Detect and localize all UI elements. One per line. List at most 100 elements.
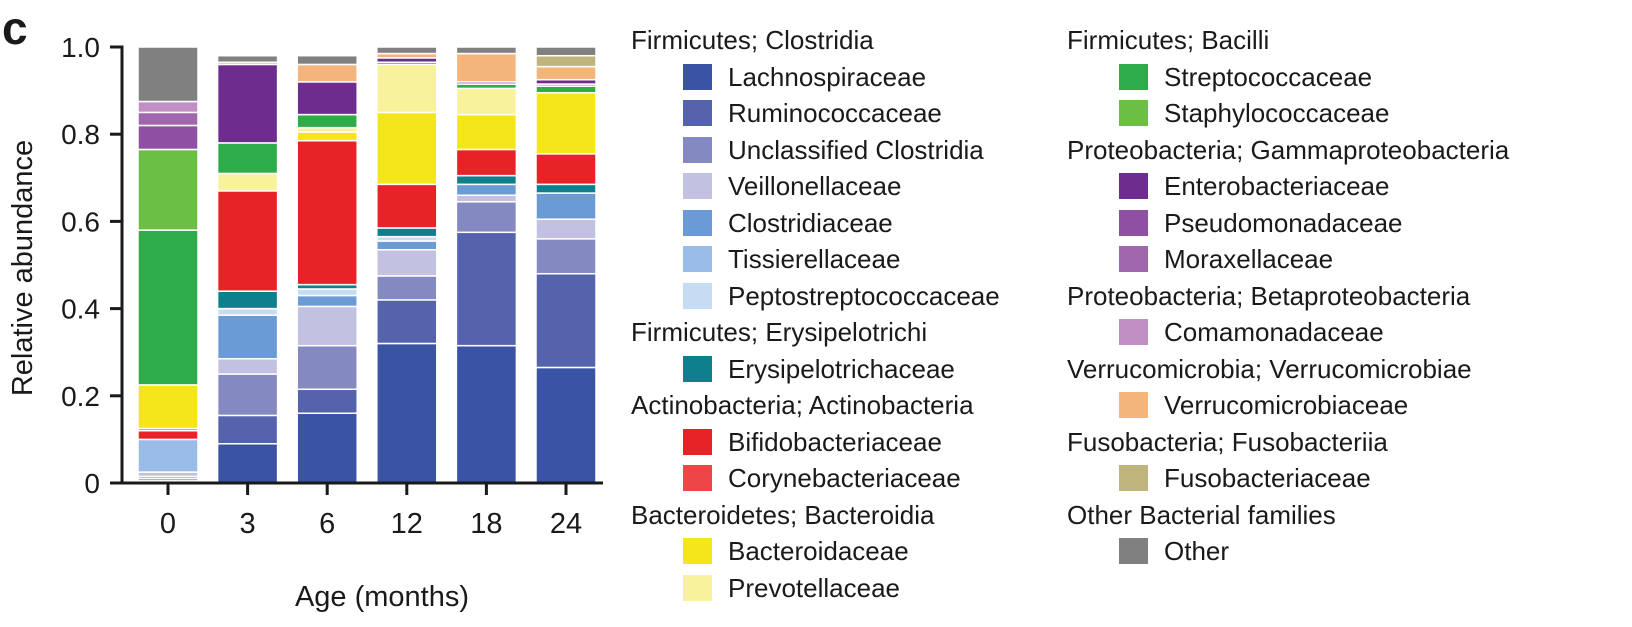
legend-label: Moraxellaceae	[1164, 244, 1334, 275]
legend-group-title: Bacteroidetes; Bacteroidia	[631, 499, 935, 530]
bar-segment-lachnospiraceae-24	[535, 366, 597, 484]
axes-layer: 0 0.2 0.4 0.6 0.8 1.0 0 3 6 12 18 24	[61, 32, 603, 540]
y-tick-label: 0.2	[61, 381, 100, 412]
bar-segment-ruminococcaceae-24	[535, 272, 597, 369]
legend-item: Peptostreptococcaceae	[631, 278, 1000, 315]
legend-group-title: Proteobacteria; Betaproteobacteria	[1067, 280, 1471, 311]
legend-item: Clostridiaceae	[631, 205, 1000, 242]
legend-label: Bacteroidaceae	[728, 536, 909, 567]
x-axis-title: Age (months)	[295, 581, 469, 613]
bar-segment-bifidobacteriaceae-6	[296, 139, 358, 286]
legend-swatch	[1119, 173, 1148, 200]
legend-swatch	[683, 355, 712, 382]
bar-segment-bacteroidaceae-24	[535, 92, 597, 155]
legend-label: Lachnospiraceae	[728, 61, 927, 92]
bar-segment-unclassified-clostridia-3	[216, 373, 279, 417]
legend-label: Other	[1164, 536, 1230, 567]
legend-item: Lachnospiraceae	[631, 59, 1000, 96]
y-axis-title: Relative abundance	[7, 140, 39, 396]
bar-segment-enterobacteriaceae-6	[296, 81, 358, 116]
bar-segment-ruminococcaceae-18	[455, 231, 518, 347]
legend-item: Fusobacteriaceae	[1067, 460, 1509, 497]
bar-segment-clostridiaceae-3	[216, 314, 279, 360]
legend-label: Pseudomonadaceae	[1164, 207, 1403, 238]
legend-label: Fusobacteriaceae	[1164, 463, 1371, 494]
bar-segment-veillonellaceae-12	[376, 248, 438, 277]
bar-segment-bifidobacteriaceae-12	[376, 183, 438, 229]
legend-group-title: Fusobacteria; Fusobacteriia	[1067, 426, 1388, 457]
legend-item: Enterobacteriaceae	[1067, 168, 1509, 205]
legend-item: Unclassified Clostridia	[631, 132, 1000, 169]
legend-item: Other	[1067, 533, 1509, 570]
legend-group-title: Other Bacterial families	[1067, 499, 1336, 530]
legend-group-title: Firmicutes; Bacilli	[1067, 25, 1270, 55]
legend-group-title: Proteobacteria; Gammaproteobacteria	[1067, 134, 1510, 165]
legend-item: Streptococcaceae	[1067, 59, 1509, 96]
legend-swatch	[683, 574, 712, 601]
x-tick-label: 3	[240, 508, 256, 540]
legend-label: Ruminococcaceae	[728, 98, 942, 129]
bar-segment-unclassified-clostridia-24	[535, 238, 597, 275]
x-tick-label: 12	[391, 508, 423, 540]
legend-label: Veillonellaceae	[728, 171, 902, 202]
legend-label: Bifidobacteriaceae	[728, 426, 942, 457]
bar-segment-ruminococcaceae-12	[376, 299, 438, 345]
legend-item: Bifidobacteriaceae	[631, 424, 1000, 461]
bar-segment-lachnospiraceae-6	[296, 412, 358, 484]
legend-item: Comamonadaceae	[1067, 314, 1509, 351]
x-tick-label: 0	[160, 508, 176, 540]
legend-swatch	[683, 538, 712, 565]
bar-segment-prevotellaceae-18	[455, 87, 518, 116]
legend-item: Staphylococcaceae	[1067, 95, 1509, 132]
legend-column-1: Firmicutes; Clostridia Lachnospiraceae Rum…	[631, 22, 1000, 606]
legend-group-title: Verrucomicrobia; Verrucomicrobiae	[1067, 353, 1472, 384]
bar-segment-other-6	[296, 54, 358, 66]
legend-label: Enterobacteriaceae	[1164, 171, 1390, 202]
legend-item: Tissierellaceae	[631, 241, 1000, 278]
bars-layer	[137, 46, 597, 484]
legend-swatch	[1119, 538, 1148, 565]
x-tick-label: 24	[550, 508, 582, 540]
bar-segment-other-24	[535, 46, 597, 57]
bar-segment-lachnospiraceae-18	[455, 344, 518, 484]
y-tick-label: 1.0	[61, 32, 100, 63]
x-tick-label: 6	[319, 508, 335, 540]
legend-label: Comamonadaceae	[1164, 317, 1384, 348]
bar-segment-unclassified-clostridia-6	[296, 344, 358, 391]
bar-segment-other-0	[137, 46, 199, 103]
legend-swatch	[1119, 246, 1148, 273]
legend-group-title: Firmicutes; Clostridia	[631, 25, 874, 55]
legend-label: Peptostreptococcaceae	[728, 280, 1000, 311]
y-tick-label: 0.8	[61, 119, 100, 150]
y-tick-label: 0.4	[61, 294, 100, 325]
legend-label: Tissierellaceae	[728, 244, 901, 275]
legend-label: Unclassified Clostridia	[728, 134, 984, 165]
x-tick-label: 18	[470, 508, 502, 540]
legend-item: Prevotellaceae	[631, 570, 1000, 607]
legend-label: Erysipelotrichaceae	[728, 353, 955, 384]
legend-item: Corynebacteriaceae	[631, 460, 1000, 497]
legend-label: Prevotellaceae	[728, 572, 900, 603]
legend-item: Pseudomonadaceae	[1067, 205, 1509, 242]
legend-column-2: Firmicutes; Bacilli Streptococcaceae Staph…	[1067, 22, 1509, 570]
legend-item: Bacteroidaceae	[631, 533, 1000, 570]
bar-segment-bacteroidaceae-0	[137, 384, 199, 430]
bar-segment-enterobacteriaceae-3	[216, 63, 279, 144]
bar-segment-streptococcaceae-3	[216, 142, 279, 175]
legend-swatch	[683, 173, 712, 200]
legend-label: Streptococcaceae	[1164, 61, 1373, 92]
bar-segment-bacteroidaceae-18	[455, 113, 518, 151]
legend-swatch	[683, 428, 712, 455]
bar-segment-staphylococcaceae-0	[137, 148, 199, 231]
legend-swatch	[683, 136, 712, 163]
bar-segment-streptococcaceae-0	[137, 229, 199, 386]
legend-item: Veillonellaceae	[631, 168, 1000, 205]
legend-swatch	[1119, 465, 1148, 492]
legend-swatch	[1119, 209, 1148, 236]
legend-swatch	[1119, 100, 1148, 127]
legend-swatch	[1119, 392, 1148, 419]
legend-label: Verrucomicrobiaceae	[1164, 390, 1409, 421]
legend-item: Moraxellaceae	[1067, 241, 1509, 278]
